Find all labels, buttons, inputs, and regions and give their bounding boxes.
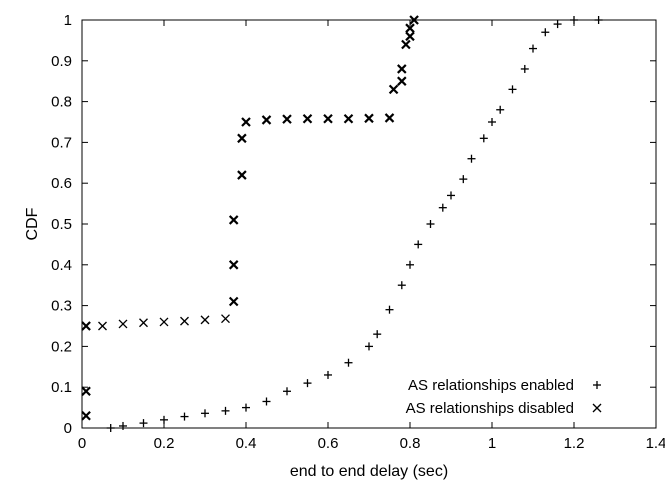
plus-point [139,419,148,428]
plus-point [553,20,562,29]
cross-point [397,76,407,86]
cross-point [397,64,407,74]
y-tick-label: 0.1 [51,379,72,396]
cross-point [405,31,415,42]
cross-point [388,84,399,95]
legend-plus-icon [593,381,601,389]
y-tick-label: 0.5 [51,216,72,233]
cross-point [139,318,148,328]
plus-point [242,403,250,412]
plus-point [119,421,127,430]
cross-point [228,215,239,225]
cross-point [221,314,230,324]
y-tick-label: 0.6 [51,175,72,192]
cross-point [405,23,415,33]
cross-point [159,317,169,327]
plus-point [303,379,312,388]
cross-point [237,133,247,144]
y-tick-label: 0.2 [51,338,72,355]
plus-point [496,105,505,114]
cross-point [180,316,189,326]
plus-point [406,260,414,269]
plus-point [324,370,332,379]
plus-point [221,406,230,415]
plus-point [160,415,168,424]
cross-point [302,113,313,124]
legend: AS relationships enabled AS relationship… [406,377,602,417]
x-tick-label: 0.2 [154,435,175,452]
plot-frame [81,19,657,429]
legend-label-disabled: AS relationships disabled [406,400,574,417]
y-tick-label: 1 [64,12,72,29]
cross-point [384,113,395,123]
x-tick-label: 0.6 [318,435,339,452]
plus-point [106,424,115,432]
legend-plus-marker [593,381,601,389]
cross-point [364,113,374,124]
plus-point [520,64,529,73]
plus-point [365,342,373,351]
x-tick-label: 1.2 [564,435,585,452]
y-tick-label: 0.9 [51,53,72,70]
cross-point [323,113,333,124]
plus-point [373,330,382,339]
plus-point [180,412,189,421]
legend-cross-marker [592,403,602,413]
plus-point [283,387,291,396]
cross-point [81,410,91,421]
x-tick-label: 0.4 [236,435,257,452]
y-tick-label: 0 [64,420,72,437]
data-marks [81,15,603,432]
plus-point [479,134,488,143]
plus-point [541,28,550,37]
cross-point [237,170,247,180]
cross-point [261,115,272,125]
cross-point [241,117,251,127]
plus-point [447,191,455,200]
plus-point [397,281,406,290]
x-axis-title: end to end delay (sec) [290,463,448,480]
plus-point [201,409,209,418]
cross-point [98,321,107,331]
legend-cross-icon [592,403,602,413]
y-tick-label: 0.3 [51,298,72,315]
y-tick-label: 0.4 [51,257,72,274]
plus-point [426,220,435,228]
plus-point [344,358,353,367]
cross-point [343,113,354,124]
cross-point [200,315,210,325]
cross-point [282,114,292,124]
plus-point [594,16,603,24]
plus-point [385,305,394,314]
y-axis-title: CDF [24,207,41,240]
plus-point [459,175,468,184]
plus-point [570,16,578,24]
plus-point [467,154,476,163]
x-tick-label: 0 [78,435,86,452]
y-tick-label: 0.8 [51,94,72,111]
axis-ticks: 0 0.2 0.4 0.6 0.8 1 1.2 1.4 0 0.1 0.2 0.3 0.4 0.5 0.6 0… [51,12,665,452]
x-tick-label: 1 [488,435,496,452]
plus-point [529,44,537,53]
cross-point [81,321,91,331]
cross-point [409,15,419,25]
cross-point [228,296,239,307]
cross-point [401,39,411,50]
x-tick-label: 0.8 [400,435,421,452]
cross-point [81,386,91,397]
x-tick-label: 1.4 [646,435,665,452]
plus-point [438,203,447,212]
plus-point [488,118,496,126]
plus-point [262,397,271,406]
y-tick-label: 0.7 [51,134,72,151]
cross-point [118,319,128,329]
cross-point [228,260,239,270]
plus-point [414,240,423,249]
plus-point [508,85,517,94]
legend-label-enabled: AS relationships enabled [408,377,574,394]
